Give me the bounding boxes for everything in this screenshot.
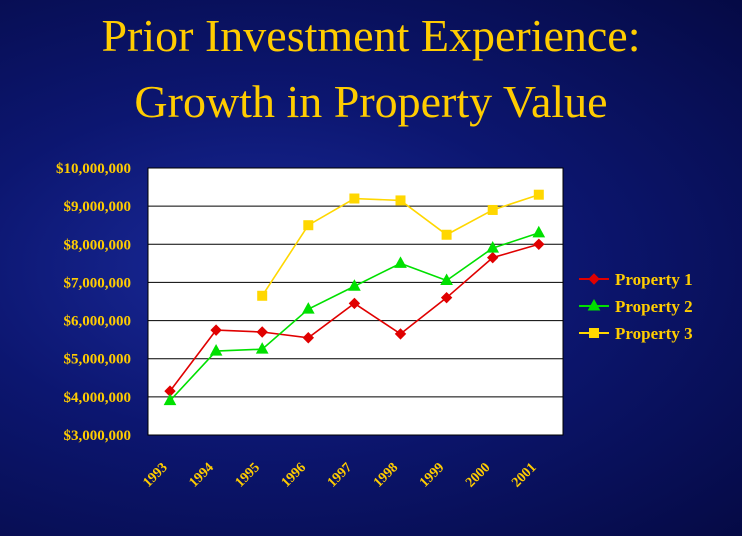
y-tick-label: $9,000,000 [64,199,132,215]
x-tick-label: 2001 [509,460,539,490]
legend-label: Property 3 [615,324,693,343]
data-point [394,256,407,268]
series-1 [164,238,545,397]
series-3 [257,189,544,301]
x-tick-label: 1997 [325,460,355,490]
y-axis-tick-labels: $3,000,000 $4,000,000 $5,000,000 $6,000,000… [56,161,131,444]
data-point [302,332,315,344]
data-point [163,393,177,406]
slide-title-line-2: Growth in Property Value [134,76,608,127]
data-point [441,229,452,240]
x-tick-label: 2000 [463,460,493,490]
y-tick-label: $6,000,000 [64,314,132,330]
data-point [440,291,453,304]
data-point [303,220,314,231]
data-point [348,279,361,291]
legend-marker [588,273,600,285]
x-tick-label: 1994 [187,460,217,490]
data-point [394,328,407,340]
data-point [533,238,545,250]
legend-marker [589,328,599,338]
slide-title-line-1: Prior Investment Experience: [101,10,641,61]
y-tick-label: $3,000,000 [64,428,132,444]
legend-label: Property 2 [615,297,693,316]
legend-label: Property 1 [615,270,693,289]
data-point [486,251,499,264]
x-axis-tick-labels: 1993 1994 1995 1996 1997 1998 1999 2000 2001 [140,460,539,490]
legend-marker [587,298,601,311]
data-point [487,204,498,215]
y-tick-label: $4,000,000 [64,390,132,406]
legend-item: Property 2 [579,297,693,316]
y-tick-label: $7,000,000 [64,275,132,291]
data-point [209,344,223,356]
data-point [486,241,500,253]
legend-item: Property 1 [579,270,693,289]
data-point [440,273,453,286]
x-tick-label: 1996 [279,460,309,490]
legend-item: Property 3 [579,324,693,343]
data-point [349,193,360,204]
data-point [255,342,269,354]
data-point [257,290,268,301]
x-tick-label: 1998 [371,460,401,490]
data-point [395,195,406,206]
chart-series [163,189,546,406]
x-tick-label: 1995 [233,460,263,490]
x-tick-label: 1999 [417,460,447,490]
data-point [210,324,222,336]
legend: Property 1 Property 2 Property 3 [579,270,693,343]
data-point [256,326,268,338]
data-point [348,297,361,310]
y-tick-label: $8,000,000 [64,237,132,253]
data-point [301,302,315,314]
y-tick-label: $10,000,000 [56,161,131,177]
y-tick-label: $5,000,000 [64,352,132,368]
data-point [532,225,546,238]
x-tick-label: 1993 [140,460,170,490]
data-point [533,189,544,200]
series-2 [163,225,546,406]
